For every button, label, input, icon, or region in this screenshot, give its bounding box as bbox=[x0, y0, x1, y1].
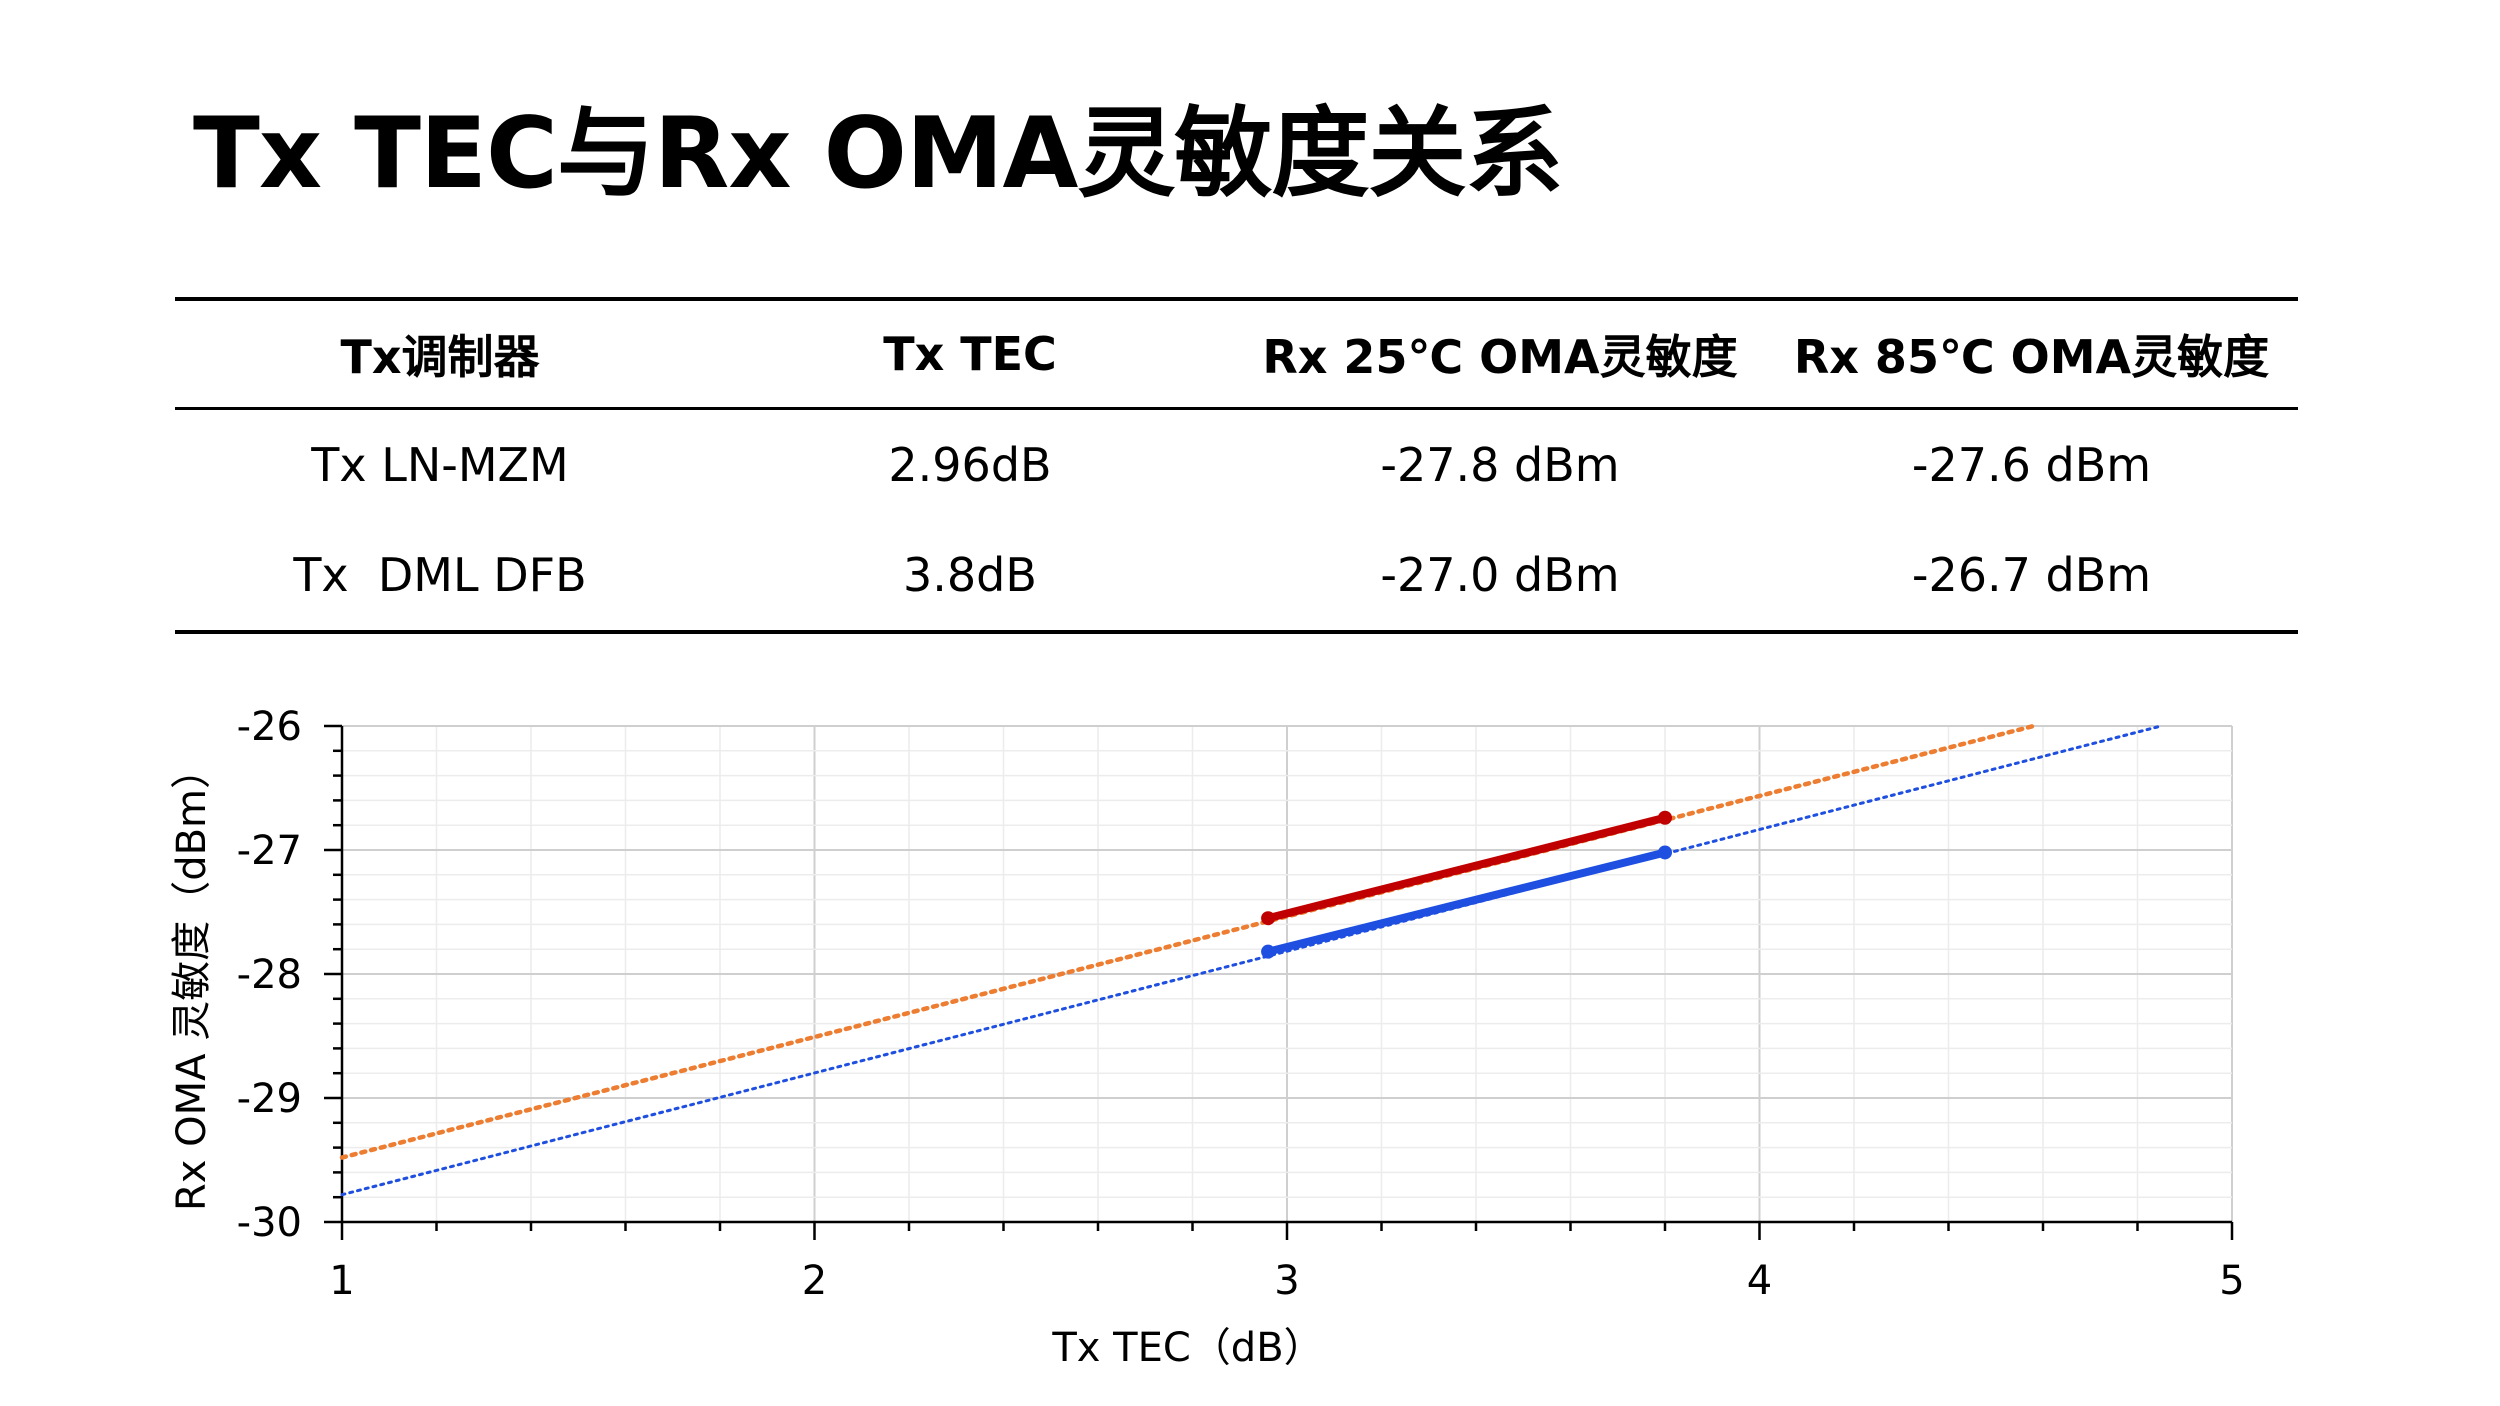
chart-labels: -26 -27 -28 -29 -30 1 2 3 4 5 bbox=[237, 704, 2245, 1304]
sensitivity-table-wrap: Tx调制器 Tx TEC Rx 25℃ OMA灵敏度 Rx 85℃ OMA灵敏度… bbox=[175, 297, 2298, 634]
data-point bbox=[1658, 810, 1672, 825]
chart-series bbox=[339, 723, 2163, 1197]
y-tick-label: -29 bbox=[237, 1076, 302, 1122]
chart-grid bbox=[341, 725, 2233, 1223]
x-tick-label: 2 bbox=[802, 1258, 827, 1304]
table-cell: -27.8 dBm bbox=[1380, 438, 1620, 492]
table-cell: -27.6 dBm bbox=[1911, 438, 2152, 492]
header-modulator: Tx调制器 bbox=[340, 330, 540, 384]
series-line bbox=[1264, 813, 1669, 923]
chart-axes bbox=[324, 724, 2234, 1240]
table-cell: -27.0 dBm bbox=[1380, 548, 1620, 602]
table-row: Tx LN-MZM 2.96dB -27.8 dBm -27.6 dBm bbox=[175, 409, 2298, 521]
trendline bbox=[339, 723, 2036, 1160]
header-rx-25c: Rx 25℃ OMA灵敏度 bbox=[1262, 330, 1738, 384]
table-cell: 3.8dB bbox=[903, 548, 1037, 602]
x-tick-label: 4 bbox=[1747, 1258, 1772, 1304]
y-tick-label: -28 bbox=[237, 952, 302, 998]
table-cell: Tx DML DFB bbox=[293, 548, 587, 602]
data-point bbox=[1261, 911, 1276, 926]
table-cell: Tx LN-MZM bbox=[311, 438, 569, 492]
header-rx-85c: Rx 85℃ OMA灵敏度 bbox=[1793, 330, 2270, 384]
table-cell: -26.7 dBm bbox=[1911, 548, 2152, 602]
header-tx-tec: Tx TEC bbox=[883, 327, 1057, 381]
x-tick-label: 1 bbox=[329, 1258, 354, 1304]
x-tick-label: 3 bbox=[1274, 1258, 1299, 1304]
table-row: Tx DML DFB 3.8dB -27.0 dBm -26.7 dBm bbox=[175, 520, 2298, 632]
data-point bbox=[1658, 845, 1672, 860]
y-tick-label: -27 bbox=[237, 828, 302, 874]
series-line bbox=[1264, 848, 1669, 956]
table-header-row: Tx调制器 Tx TEC Rx 25℃ OMA灵敏度 Rx 85℃ OMA灵敏度 bbox=[175, 299, 2298, 409]
y-tick-label: -26 bbox=[237, 704, 302, 750]
table-cell: 2.96dB bbox=[888, 438, 1052, 492]
data-point bbox=[1261, 944, 1276, 959]
y-tick-label: -30 bbox=[237, 1200, 302, 1246]
trendline bbox=[340, 724, 2163, 1197]
x-tick-label: 5 bbox=[2219, 1258, 2244, 1304]
slide-title: Tx TEC与Rx OMA灵敏度关系 bbox=[193, 97, 1563, 211]
x-axis-title: Tx TEC（dB） bbox=[1051, 1325, 1323, 1371]
y-axis-title: Rx OMA 灵敏度（dBm） bbox=[169, 749, 215, 1211]
sensitivity-table: Tx调制器 Tx TEC Rx 25℃ OMA灵敏度 Rx 85℃ OMA灵敏度… bbox=[175, 297, 2298, 634]
